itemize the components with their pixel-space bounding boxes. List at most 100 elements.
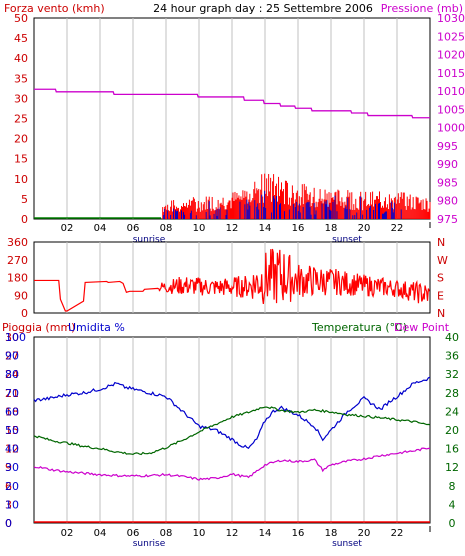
wind-tick-label: 45	[14, 32, 28, 45]
temperature-tick-label: 32	[445, 368, 459, 381]
wind-tick-label: 0	[21, 213, 28, 226]
humidity-tick-label: 50	[5, 424, 19, 437]
x-tick-label: 18	[325, 223, 338, 234]
pressure-tick-label: 975	[437, 213, 458, 226]
humidity-tick-label: 10	[5, 498, 19, 511]
wind-tick-label: 25	[14, 113, 28, 126]
humidity-tick-label: 70	[5, 387, 19, 400]
x-tick-label: 16	[292, 528, 305, 539]
humidity-tick-label: 90	[5, 350, 19, 363]
rain-tick-label: 12	[5, 443, 19, 456]
wind-tick-label: 40	[14, 52, 28, 65]
pressure-tick-label: 990	[437, 158, 458, 171]
x-tick-label: 14	[259, 223, 272, 234]
sunrise-label-top: sunrise	[133, 235, 166, 245]
wind-tick-label: 50	[14, 12, 28, 25]
x-tick-label: 06	[127, 223, 140, 234]
sunrise-label-bottom: sunrise	[133, 539, 166, 549]
x-tick-label: 08	[160, 528, 173, 539]
compass-label: N	[437, 236, 445, 249]
temperature-tick-label: 36	[445, 350, 459, 363]
pressure-tick-label: 1020	[437, 49, 465, 62]
rain-tick-label: 9	[5, 461, 12, 474]
pressure-tick-label: 995	[437, 140, 458, 153]
rain-tick-label: 21	[5, 387, 19, 400]
rain-tick-label: 6	[5, 480, 12, 493]
humidity-tick-label: 40	[5, 443, 19, 456]
pressure-tick-label: 1010	[437, 85, 465, 98]
humidity-tick-label: 100	[5, 331, 26, 344]
sunset-label-top: sunset	[332, 235, 362, 245]
x-tick-label: 12	[226, 223, 239, 234]
humidity-axis-title: Umidita %	[68, 321, 125, 334]
pressure-tick-label: 980	[437, 195, 458, 208]
temperature-axis-title: Temperatura (°C)	[311, 321, 407, 334]
pressure-tick-label: 1000	[437, 122, 465, 135]
x-tick-label: 12	[226, 528, 239, 539]
x-tick-label: 08	[160, 223, 173, 234]
x-tick-label: 02	[61, 528, 74, 539]
direction-tick-label: 270	[7, 254, 28, 267]
temperature-tick-label: 8	[449, 480, 456, 493]
pressure-axis-title: Pressione (mb)	[381, 2, 463, 15]
rain-tick-label: 27	[5, 350, 19, 363]
compass-label: W	[437, 254, 448, 267]
compass-label: N	[437, 307, 445, 320]
dewpoint-series-line	[33, 447, 431, 481]
x-tick-label: 22	[391, 223, 404, 234]
direction-tick-label: 90	[14, 289, 28, 302]
temperature-tick-label: 12	[445, 461, 459, 474]
temperature-tick-label: 40	[445, 331, 459, 344]
temperature-tick-label: 16	[445, 443, 459, 456]
direction-tick-label: 180	[7, 272, 28, 285]
humidity-tick-label: 60	[5, 405, 19, 418]
dewpoint-axis-title: Dew Point	[394, 321, 450, 334]
rain-tick-label: 15	[5, 424, 19, 437]
pressure-tick-label: 1030	[437, 12, 465, 25]
humidity-tick-label: 20	[5, 480, 19, 493]
chart-marks: 02 04 06 08 10 12 14 16 18 20 22051015202530354045…	[5, 12, 465, 539]
temperature-series-line	[33, 406, 431, 456]
wind-tick-label: 20	[14, 133, 28, 146]
x-tick-label: 20	[358, 223, 371, 234]
wind-direction-line	[34, 248, 430, 312]
humidity-tick-label: 0	[5, 517, 12, 530]
pressure-tick-label: 1025	[437, 30, 465, 43]
compass-label: S	[437, 272, 444, 285]
x-tick-label: 10	[193, 223, 206, 234]
rain-tick-label: 3	[5, 498, 12, 511]
rain-tick-label: 0	[5, 517, 12, 530]
temperature-tick-label: 0	[449, 517, 456, 530]
rain-tick-label: 30	[5, 331, 19, 344]
x-tick-label: 20	[358, 528, 371, 539]
x-tick-label: 10	[193, 528, 206, 539]
temperature-tick-label: 24	[445, 405, 459, 418]
temperature-tick-label: 4	[449, 498, 456, 511]
wind-tick-label: 5	[21, 193, 28, 206]
pressure-tick-label: 985	[437, 176, 458, 189]
temperature-tick-label: 28	[445, 387, 459, 400]
x-tick-label: 02	[61, 223, 74, 234]
wind-tick-label: 30	[14, 92, 28, 105]
rain-axis-title: Pioggia (mm)	[2, 321, 75, 334]
temperature-tick-label: 20	[445, 424, 459, 437]
x-tick-label: 22	[391, 528, 404, 539]
x-tick-label: 04	[94, 223, 107, 234]
humidity-tick-label: 30	[5, 461, 19, 474]
humidity-tick-label: 80	[5, 368, 19, 381]
pressure-tick-label: 1015	[437, 67, 465, 80]
x-tick-label: 06	[127, 528, 140, 539]
wind-tick-label: 35	[14, 72, 28, 85]
x-tick-label: 16	[292, 223, 305, 234]
rain-tick-label: 18	[5, 405, 19, 418]
wind-tick-label: 15	[14, 153, 28, 166]
compass-label: E	[437, 289, 444, 302]
direction-tick-label: 0	[21, 307, 28, 320]
wind-tick-label: 10	[14, 173, 28, 186]
rain-tick-label: 24	[5, 368, 19, 381]
humidity-series-line	[33, 376, 431, 449]
pressure-tick-label: 1005	[437, 103, 465, 116]
chart-title: 24 hour graph day : 25 Settembre 2006	[153, 2, 373, 15]
x-tick-label: 14	[259, 528, 272, 539]
